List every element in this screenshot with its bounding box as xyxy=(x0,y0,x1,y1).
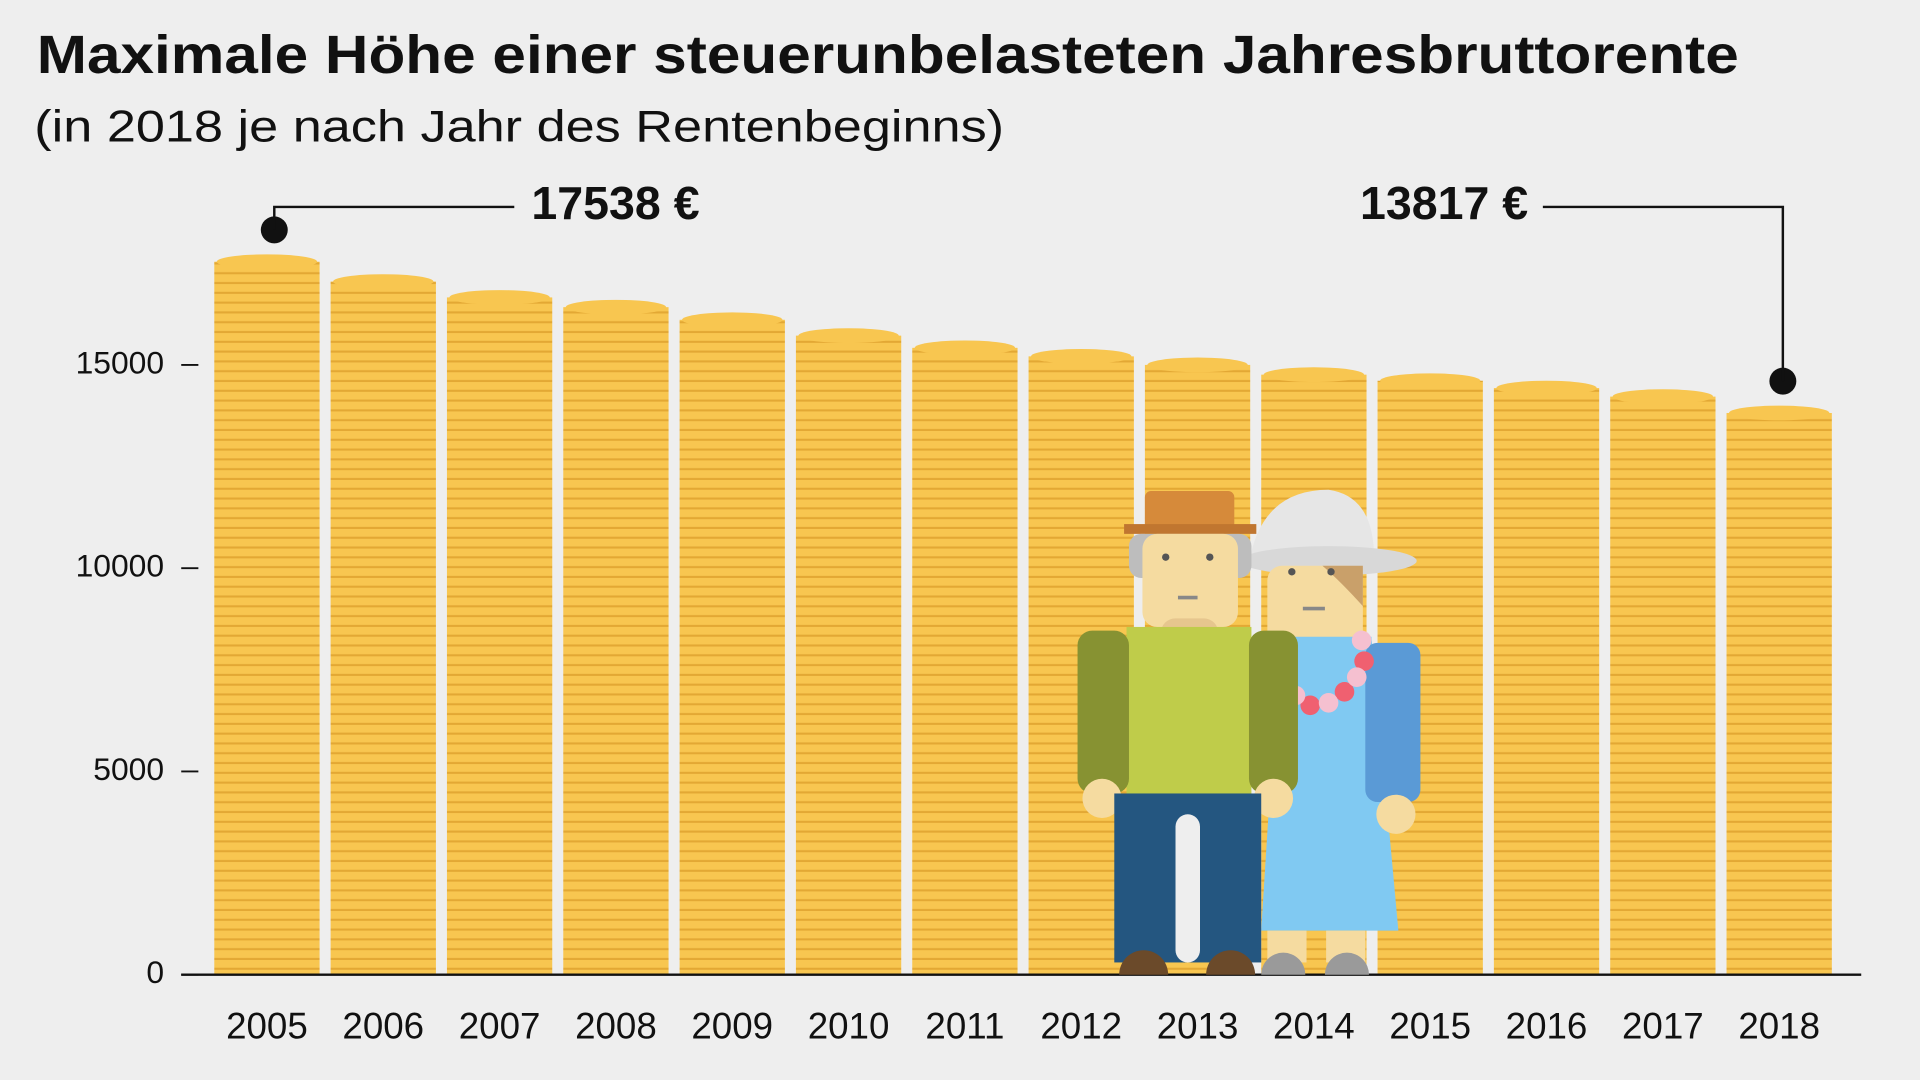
coin-stack xyxy=(330,274,436,975)
x-tick-label: 2011 xyxy=(925,1005,1004,1046)
coin-stack xyxy=(1610,389,1716,975)
x-tick-label: 2015 xyxy=(1389,1005,1471,1046)
coin-top xyxy=(1612,389,1714,404)
coin-top xyxy=(1263,367,1365,383)
x-tick-label: 2005 xyxy=(226,1005,308,1046)
annotation-line xyxy=(1542,205,1785,382)
coin-stack xyxy=(1493,380,1600,975)
y-tick-label: 10000 xyxy=(76,548,165,584)
x-tick-label: 2018 xyxy=(1738,1005,1820,1046)
chart-title: Maximale Höhe einer steuerunbelasteten J… xyxy=(37,25,1739,85)
x-tick-label: 2008 xyxy=(575,1005,657,1046)
x-tick-label: 2010 xyxy=(808,1005,890,1046)
coin-top xyxy=(798,328,899,343)
chart-subtitle: (in 2018 je nach Jahr des Rentenbeginns) xyxy=(34,102,1004,151)
coin-top xyxy=(1380,373,1481,389)
coin-stack xyxy=(795,328,902,975)
bar xyxy=(795,335,902,975)
annotation-line xyxy=(273,205,515,230)
couple-illustration xyxy=(1077,489,1421,975)
x-tick-label: 2014 xyxy=(1273,1005,1355,1046)
coin-stack xyxy=(563,299,669,975)
bar xyxy=(912,347,1018,975)
x-tick-label: 2009 xyxy=(691,1005,773,1046)
x-tick-label: 2007 xyxy=(459,1005,541,1046)
x-tick-label: 2012 xyxy=(1040,1005,1122,1046)
coin-stack xyxy=(1726,405,1832,975)
value-label: 13817 € xyxy=(1360,177,1528,229)
coin-top xyxy=(682,312,783,328)
coin-stack xyxy=(912,340,1018,975)
y-tick-label: 15000 xyxy=(76,344,165,380)
bar xyxy=(1610,396,1716,975)
x-tick-label: 2013 xyxy=(1157,1005,1239,1046)
bar xyxy=(679,319,785,975)
value-label: 17538 € xyxy=(531,177,699,229)
coin-top xyxy=(1031,349,1132,364)
bar xyxy=(330,281,436,975)
bar xyxy=(563,307,669,975)
y-tick-label: 5000 xyxy=(93,751,164,787)
coin-stack xyxy=(214,254,320,975)
coin-top xyxy=(216,254,318,270)
y-tick-label: 0 xyxy=(146,954,164,990)
x-tick-label: 2016 xyxy=(1506,1005,1588,1046)
coin-top xyxy=(914,340,1016,356)
coin-stack xyxy=(446,290,553,975)
coin-stack xyxy=(679,312,785,975)
coin-top xyxy=(333,274,434,289)
coin-top xyxy=(565,299,667,315)
bar xyxy=(446,297,553,975)
coin-top xyxy=(1147,357,1248,373)
coin-top xyxy=(449,290,550,305)
bar xyxy=(214,261,320,975)
x-tick-label: 2017 xyxy=(1622,1005,1704,1046)
coin-top xyxy=(1728,405,1830,421)
bar xyxy=(1493,388,1600,975)
x-tick-label: 2006 xyxy=(342,1005,424,1046)
bar xyxy=(1726,412,1832,975)
coin-top xyxy=(1496,380,1597,396)
